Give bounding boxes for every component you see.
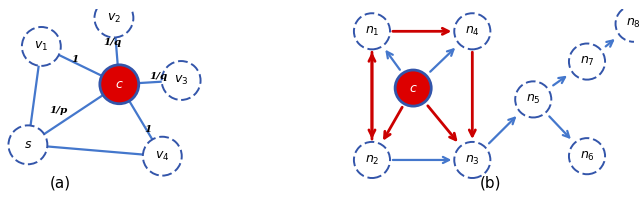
Ellipse shape bbox=[454, 142, 490, 178]
Ellipse shape bbox=[95, 0, 133, 37]
Ellipse shape bbox=[354, 142, 390, 178]
Text: $n_4$: $n_4$ bbox=[465, 25, 480, 38]
Text: 1: 1 bbox=[71, 55, 79, 64]
Ellipse shape bbox=[143, 137, 182, 176]
Text: $v_4$: $v_4$ bbox=[155, 150, 170, 163]
Ellipse shape bbox=[354, 13, 390, 49]
Text: $n_1$: $n_1$ bbox=[365, 25, 380, 38]
Text: $n_2$: $n_2$ bbox=[365, 154, 380, 166]
Text: (b): (b) bbox=[479, 175, 501, 190]
Ellipse shape bbox=[569, 138, 605, 174]
Ellipse shape bbox=[515, 81, 551, 117]
Text: $s$: $s$ bbox=[24, 138, 32, 151]
Text: $n_7$: $n_7$ bbox=[580, 55, 595, 68]
Ellipse shape bbox=[162, 61, 200, 100]
Ellipse shape bbox=[569, 43, 605, 80]
Text: $v_1$: $v_1$ bbox=[35, 40, 49, 53]
Text: 1/q: 1/q bbox=[149, 72, 168, 81]
Text: 1: 1 bbox=[144, 125, 151, 134]
Ellipse shape bbox=[454, 13, 490, 49]
Text: $c$: $c$ bbox=[409, 81, 417, 95]
Text: $n_6$: $n_6$ bbox=[580, 150, 595, 163]
Text: 1/q: 1/q bbox=[104, 38, 122, 47]
Ellipse shape bbox=[8, 125, 47, 164]
Ellipse shape bbox=[100, 65, 139, 104]
Text: $n_5$: $n_5$ bbox=[526, 93, 541, 106]
Ellipse shape bbox=[22, 27, 61, 66]
Text: $v_2$: $v_2$ bbox=[107, 12, 121, 25]
Text: $c$: $c$ bbox=[115, 78, 124, 91]
Text: (a): (a) bbox=[49, 175, 71, 190]
Ellipse shape bbox=[395, 70, 431, 106]
Ellipse shape bbox=[616, 6, 640, 42]
Text: $n_3$: $n_3$ bbox=[465, 154, 480, 166]
Text: 1/p: 1/p bbox=[50, 106, 68, 115]
Text: $v_3$: $v_3$ bbox=[174, 74, 188, 87]
Text: $n_8$: $n_8$ bbox=[626, 17, 640, 30]
